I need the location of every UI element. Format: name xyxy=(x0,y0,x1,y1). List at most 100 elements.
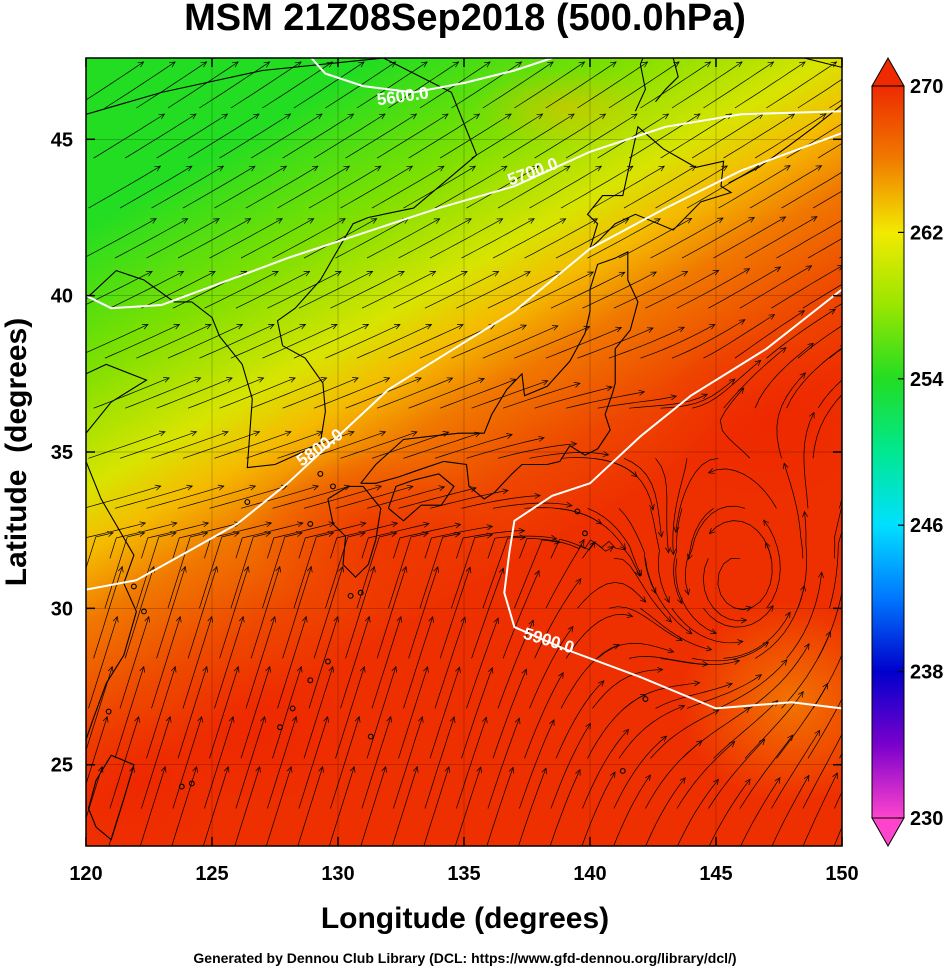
streamline-arrow xyxy=(595,165,603,172)
streamline-arrow xyxy=(685,218,693,224)
streamline xyxy=(86,324,149,354)
streamline-arrow xyxy=(473,113,481,120)
streamline xyxy=(104,532,145,609)
streamline xyxy=(487,535,557,559)
streamline-arrow xyxy=(763,519,770,527)
streamline-arrow xyxy=(587,271,595,278)
streamline-arrow xyxy=(265,521,273,528)
streamline xyxy=(672,458,688,555)
streamline xyxy=(834,504,842,559)
streamline xyxy=(734,310,805,359)
streamline-arrow xyxy=(802,510,808,518)
streamline xyxy=(313,566,344,659)
streamline-arrow xyxy=(301,615,308,623)
streamline xyxy=(429,666,460,759)
streamline xyxy=(723,347,787,409)
contour-line-5600.0 xyxy=(310,58,553,94)
streamline xyxy=(466,617,499,709)
streamline xyxy=(514,326,590,359)
streamline xyxy=(408,566,439,659)
streamline-arrow xyxy=(567,625,574,633)
streamline-arrow xyxy=(160,765,167,773)
x-tick-label: 150 xyxy=(825,863,858,885)
streamline-arrow xyxy=(575,578,582,585)
streamline xyxy=(371,616,402,709)
streamline xyxy=(613,735,667,809)
streamline xyxy=(807,697,842,759)
streamline-arrow xyxy=(303,271,311,277)
streamline xyxy=(456,717,487,809)
streamline xyxy=(187,377,264,409)
streamline-arrow xyxy=(708,324,716,330)
x-tick-label: 130 xyxy=(321,863,354,885)
streamline xyxy=(429,218,503,259)
streamline-arrow xyxy=(855,199,861,204)
streamline xyxy=(93,377,170,409)
streamline-arrow xyxy=(829,308,836,315)
streamline xyxy=(230,61,302,109)
streamline xyxy=(204,522,272,559)
streamline-arrow xyxy=(774,777,781,784)
streamline xyxy=(104,324,180,359)
streamline xyxy=(177,218,251,259)
streamline-arrow xyxy=(782,462,789,470)
streamline-arrow xyxy=(202,665,208,673)
coastline-shikoku xyxy=(387,473,455,522)
streamline-arrow xyxy=(551,325,559,331)
streamline xyxy=(277,165,350,209)
x-tick-label: 145 xyxy=(699,863,732,885)
streamline xyxy=(623,457,662,537)
x-tick-label: 120 xyxy=(69,863,102,885)
streamline xyxy=(676,741,735,809)
wind-streamlines xyxy=(86,32,861,846)
streamline xyxy=(671,319,746,359)
streamline xyxy=(709,520,772,559)
streamline xyxy=(673,508,683,604)
streamline xyxy=(749,165,822,209)
streamline-arrow xyxy=(740,617,748,624)
streamline xyxy=(829,529,842,609)
streamline xyxy=(240,485,319,509)
streamline xyxy=(703,61,774,109)
streamline-arrow xyxy=(819,113,827,120)
streamline-arrow xyxy=(209,271,216,277)
streamline-arrow xyxy=(185,165,193,172)
streamline xyxy=(177,485,256,509)
streamline-arrow xyxy=(291,715,298,723)
streamline-arrow xyxy=(704,61,712,68)
streamline-arrow xyxy=(849,624,854,630)
streamline xyxy=(388,532,429,609)
streamline-arrow xyxy=(626,612,634,619)
island xyxy=(619,768,626,774)
streamline-arrow xyxy=(851,380,857,386)
streamline xyxy=(519,719,555,809)
streamline-arrow xyxy=(154,484,162,491)
streamline xyxy=(681,707,751,759)
streamline xyxy=(708,266,781,309)
y-tick-label: 30 xyxy=(51,598,73,620)
streamline-arrow xyxy=(213,218,220,224)
streamline-arrow xyxy=(442,431,450,437)
streamline xyxy=(608,326,685,359)
streamline xyxy=(340,616,370,709)
streamline-arrow xyxy=(421,61,428,68)
streamline-arrow xyxy=(177,271,185,277)
streamline xyxy=(151,616,181,709)
streamline-arrow xyxy=(143,32,149,37)
streamline xyxy=(424,716,455,809)
streamline xyxy=(686,165,759,209)
streamline xyxy=(398,487,477,509)
streamline xyxy=(592,669,663,709)
island xyxy=(324,658,331,665)
streamline-arrow xyxy=(558,671,564,679)
streamline xyxy=(272,485,350,509)
streamline-arrow xyxy=(307,218,315,224)
streamline-arrow xyxy=(799,372,806,379)
streamline-arrow xyxy=(476,766,482,774)
y-tick-label: 45 xyxy=(51,129,73,151)
streamline xyxy=(313,377,390,409)
streamline-arrow xyxy=(678,704,686,711)
streamline xyxy=(723,113,795,159)
streamline xyxy=(303,218,377,259)
